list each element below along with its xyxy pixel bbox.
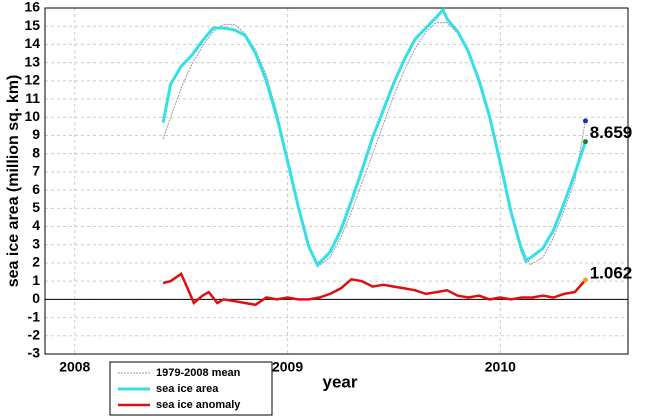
x-axis-label: year	[323, 372, 358, 391]
y-tick-label: 12	[24, 72, 40, 88]
y-tick-label: 16	[24, 0, 40, 15]
y-axis-label: sea ice area (million sq. km)	[5, 75, 22, 288]
x-tick-label: 2009	[272, 359, 303, 375]
y-tick-label: -2	[28, 326, 41, 342]
y-tick-label: 1	[32, 272, 40, 288]
legend-label: sea ice anomaly	[156, 399, 241, 411]
end-marker	[582, 118, 588, 124]
x-tick-label: 2008	[59, 359, 90, 375]
y-tick-label: 2	[32, 254, 40, 270]
annotation: 1.062	[590, 263, 633, 282]
end-marker	[582, 277, 588, 283]
y-tick-label: 5	[32, 199, 40, 215]
legend-label: 1979-2008 mean	[156, 367, 241, 379]
y-tick-label: 14	[24, 35, 40, 51]
y-tick-label: 0	[32, 290, 40, 306]
y-tick-label: 8	[32, 144, 40, 160]
annotation: 8.659	[590, 123, 633, 142]
y-tick-label: 6	[32, 181, 40, 197]
series-line	[162, 272, 587, 307]
y-tick-label: 15	[24, 17, 40, 33]
legend-label: sea ice area	[156, 383, 219, 395]
end-marker	[582, 139, 588, 145]
series-line	[161, 7, 587, 268]
y-tick-label: 13	[24, 53, 40, 69]
series-line	[162, 22, 586, 268]
y-tick-label: 4	[32, 217, 40, 233]
y-tick-label: -3	[28, 345, 41, 361]
y-tick-label: -1	[28, 308, 41, 324]
y-tick-label: 7	[32, 163, 40, 179]
y-tick-label: 9	[32, 126, 40, 142]
y-tick-label: 3	[32, 235, 40, 251]
y-tick-label: 10	[24, 108, 40, 124]
plot-frame	[44, 7, 629, 355]
x-tick-label: 2010	[485, 359, 516, 375]
y-tick-label: 11	[25, 90, 40, 106]
